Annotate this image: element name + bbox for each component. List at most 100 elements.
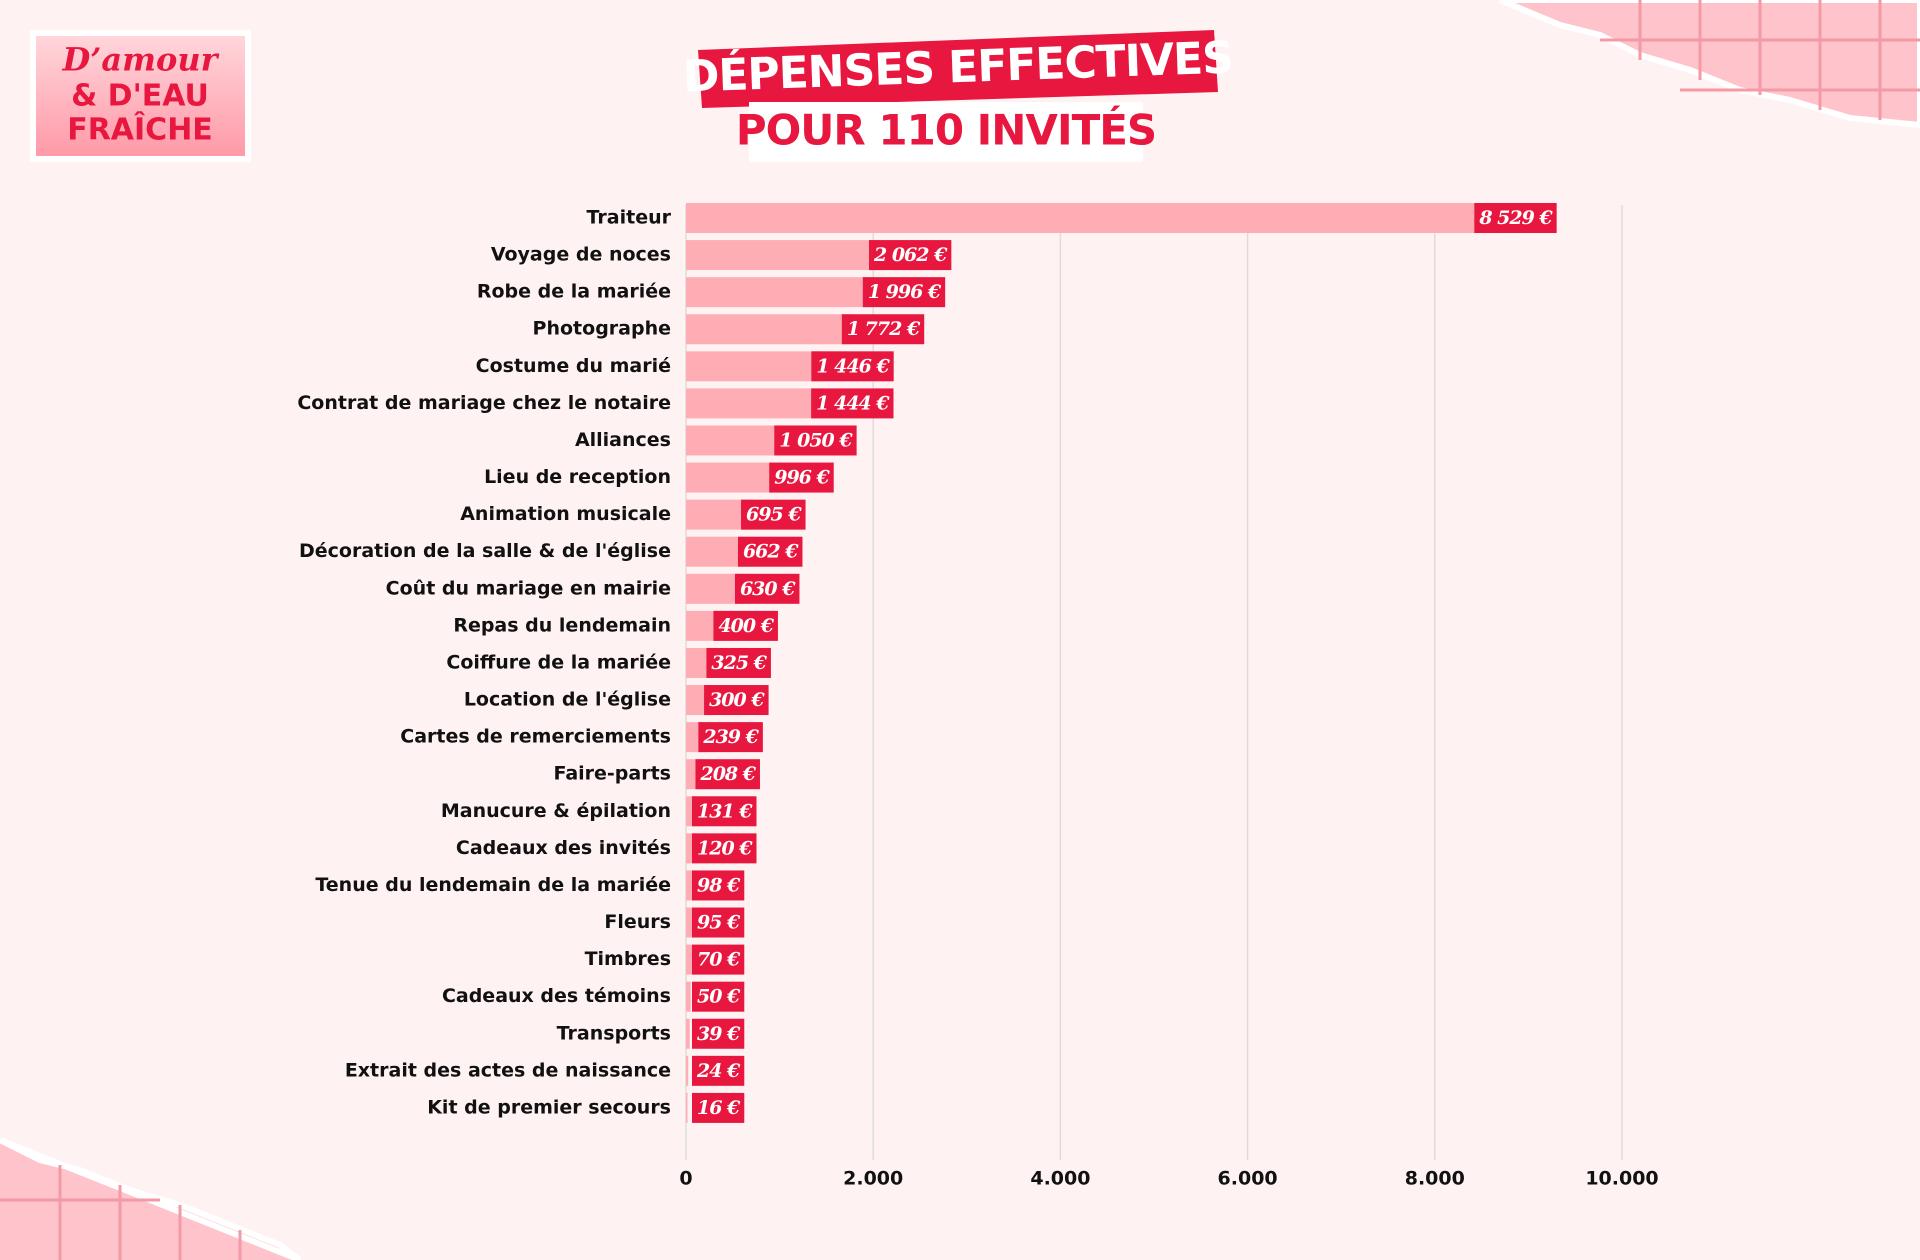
y-tick-label: Alliances: [575, 429, 671, 451]
y-tick-label: Photographe: [533, 318, 671, 340]
y-tick-label: Tenue du lendemain de la mariée: [315, 874, 671, 896]
value-label: 325 €: [711, 652, 767, 674]
value-label-box: [841, 314, 925, 345]
bar: [686, 388, 822, 419]
x-tick-label: 8.000: [1405, 1168, 1465, 1190]
value-label: 70 €: [697, 949, 741, 971]
x-tick-label: 10.000: [1585, 1168, 1658, 1190]
value-label-box: [692, 1092, 745, 1123]
bar: [686, 240, 880, 271]
value-label: 239 €: [702, 726, 759, 748]
bar: [686, 499, 752, 530]
value-label: 39 €: [697, 1023, 741, 1045]
value-label-box: [698, 722, 763, 753]
value-label-box: [692, 944, 745, 975]
value-label: 630 €: [740, 578, 796, 600]
y-tick-label: Traiteur: [587, 207, 672, 229]
value-label-box: [695, 759, 760, 790]
value-label: 1 050 €: [779, 429, 853, 451]
value-label: 695 €: [746, 504, 802, 526]
value-label: 400 €: [718, 615, 774, 637]
value-label: 50 €: [697, 986, 741, 1008]
value-label-box: [741, 499, 806, 530]
y-tick-label: Robe de la mariée: [477, 281, 671, 303]
y-tick-label: Faire-parts: [553, 763, 671, 785]
value-label-box: [862, 277, 946, 308]
y-tick-label: Extrait des actes de naissance: [345, 1059, 671, 1081]
value-label-box: [811, 388, 894, 419]
value-label: 24 €: [696, 1060, 741, 1082]
value-label-box: [734, 573, 800, 604]
bar: [686, 351, 822, 382]
value-label: 1 444 €: [816, 392, 890, 414]
y-tick-label: Cadeaux des témoins: [442, 985, 671, 1007]
value-label: 662 €: [743, 541, 799, 563]
bar: [686, 1055, 689, 1086]
value-label-box: [869, 240, 952, 271]
value-label-box: [692, 907, 745, 938]
y-tick-label: Timbres: [585, 948, 671, 970]
y-tick-label: Repas du lendemain: [453, 614, 671, 636]
value-label: 1 446 €: [816, 355, 890, 377]
y-tick-label: Décoration de la salle & de l'église: [299, 540, 671, 562]
bar: [686, 203, 1485, 233]
value-label-box: [704, 685, 769, 716]
y-tick-label: Fleurs: [604, 911, 671, 933]
value-label-box: [692, 1055, 745, 1086]
value-label-box: [737, 536, 803, 567]
value-label: 1 772 €: [847, 318, 921, 340]
value-label-box: [811, 351, 894, 382]
value-label: 8 529 €: [1478, 207, 1553, 229]
bar: [686, 425, 785, 456]
bar: [686, 1018, 690, 1049]
y-tick-label: Kit de premier secours: [427, 1096, 671, 1118]
y-tick-label: Location de l'église: [464, 689, 671, 711]
y-tick-label: Cartes de remerciements: [400, 726, 671, 748]
bar: [686, 833, 698, 864]
value-label-box: [692, 1018, 745, 1049]
x-tick-label: 0: [679, 1168, 692, 1190]
logo-line: FRAÎCHE: [67, 112, 213, 148]
title-box: [698, 30, 1218, 108]
y-tick-label: Manucure & épilation: [441, 800, 671, 822]
y-tick-label: Cadeaux des invités: [456, 837, 671, 859]
value-label: 98 €: [697, 874, 741, 896]
value-label-box: [713, 610, 778, 641]
value-label: 131 €: [697, 800, 753, 822]
y-tick-label: Costume du marié: [476, 355, 671, 377]
value-label: 996 €: [774, 467, 830, 489]
y-tick-label: Voyage de noces: [491, 244, 671, 266]
value-label-box: [769, 462, 834, 493]
value-label: 120 €: [697, 837, 753, 859]
y-tick-label: Lieu de reception: [484, 466, 671, 488]
y-tick-label: Animation musicale: [460, 503, 671, 525]
value-label: 95 €: [697, 912, 741, 934]
logo-line: D’amour: [62, 41, 220, 79]
value-label: 300 €: [709, 689, 765, 711]
bar: [686, 981, 691, 1012]
value-label-box: [692, 981, 745, 1012]
value-label-box: [692, 833, 757, 864]
x-tick-label: 4.000: [1030, 1168, 1090, 1190]
value-label: 16 €: [697, 1097, 741, 1119]
y-tick-label: Coiffure de la mariée: [446, 651, 671, 673]
bar: [686, 536, 748, 567]
value-label: 1 996 €: [868, 281, 942, 303]
bar: [686, 277, 873, 308]
subtitle-box: [749, 102, 1143, 162]
y-tick-label: Transports: [557, 1022, 671, 1044]
bar: [686, 870, 696, 901]
value-label: 2 062 €: [873, 244, 948, 266]
chart-subtitle: POUR 110 INVITÉS: [736, 105, 1156, 155]
value-label-box: [774, 425, 857, 456]
y-tick-label: Coût du mariage en mairie: [386, 577, 671, 599]
bar: [686, 1092, 688, 1123]
y-tick-label: Contrat de mariage chez le notaire: [297, 392, 671, 414]
bar: [686, 944, 693, 975]
value-label: 208 €: [699, 763, 756, 785]
value-label-box: [692, 796, 757, 827]
x-tick-label: 2.000: [843, 1168, 903, 1190]
x-tick-label: 6.000: [1218, 1168, 1278, 1190]
